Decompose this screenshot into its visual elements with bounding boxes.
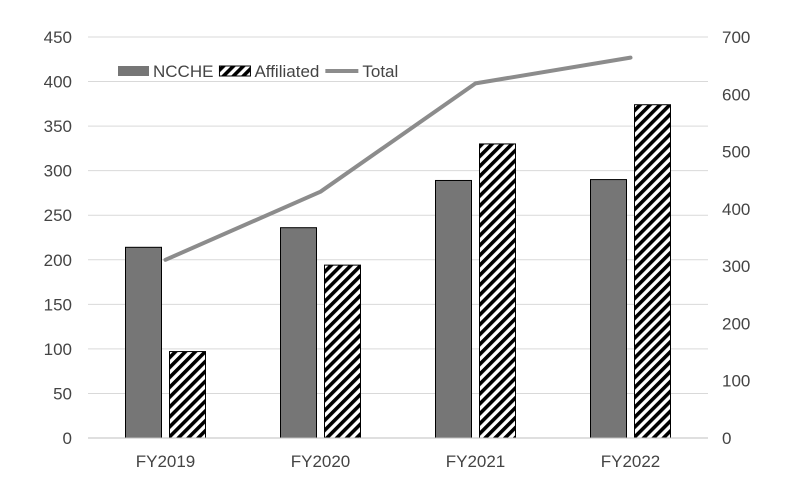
y-right-tick-label: 0 (722, 429, 731, 448)
y-right-tick-label: 200 (722, 314, 750, 333)
legend-label-affiliated: Affiliated (254, 62, 319, 81)
y-left-tick-label: 250 (44, 206, 72, 225)
y-right-tick-label: 600 (722, 85, 750, 104)
legend-swatch-ncche (118, 66, 149, 76)
y-left-tick-label: 350 (44, 117, 72, 136)
y-right-tick-label: 700 (722, 28, 750, 47)
y-right-tick-label: 500 (722, 143, 750, 162)
x-tick-label: FY2019 (136, 452, 196, 471)
y-left-tick-label: 400 (44, 73, 72, 92)
legend-label-total: Total (362, 62, 398, 81)
bar-ncche-fy2022 (590, 179, 627, 439)
gridlines (88, 36, 708, 394)
line-total (163, 55, 633, 262)
x-tick-label: FY2021 (446, 452, 506, 471)
bar-affiliated-fy2022 (634, 104, 671, 439)
bar-ncche-fy2021 (435, 179, 472, 439)
y-left-tick-label: 450 (44, 28, 72, 47)
y-left-tick-label: 150 (44, 295, 72, 314)
bar-ncche-fy2019 (125, 246, 162, 439)
y-left-tick-label: 50 (53, 384, 72, 403)
y-left-tick-label: 200 (44, 251, 72, 270)
bar-affiliated-fy2021 (479, 143, 516, 439)
y-right-tick-label: 400 (722, 200, 750, 219)
y-right-tick-label: 300 (722, 257, 750, 276)
legend-swatch-affiliated (218, 65, 251, 77)
y-left-tick-label: 300 (44, 162, 72, 181)
x-tick-label: FY2020 (291, 452, 351, 471)
y-left-tick-label: 100 (44, 340, 72, 359)
axes: 0 50 100 150 200 250 300 350 400 450 0 100 200 300 400… (44, 28, 751, 471)
x-tick-label: FY2022 (601, 452, 661, 471)
legend-label-ncche: NCCHE (153, 62, 213, 81)
bar-affiliated-fy2019 (169, 351, 206, 439)
bar-affiliated-fy2020 (324, 264, 361, 439)
y-left-tick-label: 0 (63, 429, 72, 448)
bar-ncche-fy2020 (280, 227, 317, 439)
total-line-layer (163, 55, 633, 262)
legend: NCCHE Affiliated Total (118, 62, 398, 81)
y-right-tick-label: 100 (722, 372, 750, 391)
bars (125, 104, 671, 439)
